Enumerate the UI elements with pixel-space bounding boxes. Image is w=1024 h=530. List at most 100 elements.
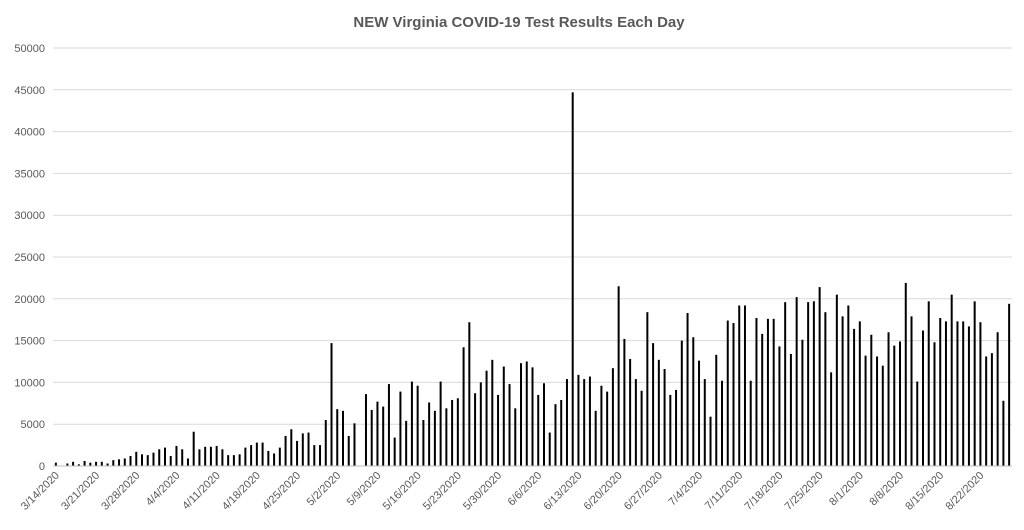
bar [439,381,442,466]
x-tick-label: 5/16/2020 [381,470,424,513]
bar [594,410,597,466]
bar [611,368,614,466]
x-tick-label: 7/18/2020 [742,470,785,513]
bar [491,359,494,466]
bar [990,353,993,466]
x-tick-label: 6/13/2020 [541,470,584,513]
x-tick-label: 5/30/2020 [461,470,504,513]
bar [146,455,149,466]
bar [232,455,235,466]
bar [801,339,804,466]
bar [284,435,287,466]
bar [623,338,626,466]
bar [726,320,729,466]
bar [772,318,775,466]
bar [77,464,80,466]
bar [278,447,281,466]
bar [675,389,678,466]
bar [393,437,396,466]
bar [778,346,781,466]
bar [841,316,844,466]
bar [629,358,632,466]
x-tick-label: 4/4/2020 [144,470,183,509]
bar [554,404,557,466]
bar [967,326,970,466]
y-tick-label: 50000 [14,43,45,55]
gridlines [53,47,1012,425]
x-tick-label: 3/21/2020 [59,470,102,513]
y-tick-label: 35000 [14,168,45,180]
bar [186,458,189,466]
bar [227,455,230,466]
bar [939,318,942,466]
bar [743,305,746,466]
bar [347,435,350,466]
x-tick-label: 3/28/2020 [99,470,142,513]
y-tick-label: 5000 [21,419,45,431]
bar [410,381,413,466]
bar [973,301,976,466]
bar [933,342,936,466]
bar [921,330,924,466]
bar-series [54,92,1011,466]
chart-title: NEW Virginia COVID-19 Test Results Each … [353,14,685,31]
bar [560,399,563,466]
bar [715,354,718,466]
bar [267,450,270,466]
bar [364,394,367,466]
y-tick-label: 40000 [14,127,45,139]
bar [795,297,798,466]
y-tick-label: 20000 [14,294,45,306]
x-tick-label: 5/2/2020 [305,470,344,509]
bar [738,305,741,466]
bar [118,459,121,466]
bar [818,287,821,466]
bar [755,318,758,466]
y-tick-label: 25000 [14,252,45,264]
bar [387,384,390,466]
bar [313,445,316,466]
y-tick-label: 30000 [14,210,45,222]
bar [784,302,787,466]
bar [273,453,276,466]
bar [376,401,379,466]
bar [95,461,98,466]
bar [370,409,373,466]
bar [181,449,184,466]
bar [497,394,500,466]
bar [520,363,523,466]
x-tick-label: 4/11/2020 [180,470,223,513]
bar [468,322,471,466]
x-tick-label: 4/18/2020 [220,470,263,513]
x-tick-label: 6/27/2020 [622,470,665,513]
bar [238,454,241,466]
x-tick-label: 7/25/2020 [783,470,826,513]
bar [766,318,769,466]
bar [175,445,178,466]
bar [789,353,792,466]
bar [565,379,568,466]
x-tick-label: 5/9/2020 [345,470,384,509]
bar [588,376,591,466]
bar [255,442,258,466]
bar [169,455,172,466]
bar [244,447,247,466]
bar [577,374,580,466]
y-axis-tick-labels: 0 5000 10000 15000 20000 25000 30000 35000 40000… [14,43,45,473]
bar [422,420,425,466]
bar [847,305,850,466]
bar [382,406,385,466]
bar [416,385,419,466]
bar [542,383,545,466]
bar [749,380,752,466]
bar [479,382,482,466]
bar [525,361,528,466]
bar [192,431,195,466]
bar [692,337,695,466]
bar [158,449,161,466]
bar [571,92,574,466]
bar [944,321,947,466]
bar [709,416,712,466]
bar [732,323,735,466]
bar [221,449,224,466]
